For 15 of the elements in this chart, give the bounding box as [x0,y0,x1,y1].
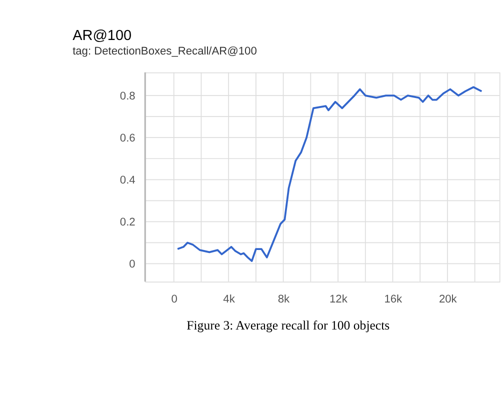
y-tick-label: 0.2 [120,216,136,229]
y-tick-label: 0.4 [120,174,136,186]
x-tick-label: 4k [223,294,236,306]
x-tick-label: 20k [438,294,458,306]
y-tick-label: 0.8 [120,90,136,102]
line-series [176,86,483,262]
caption: Figure 3: Average recall for 100 objects [186,318,390,332]
x-tick-label: 8k [278,294,290,306]
y-tick-label: 0 [129,258,136,271]
chart-title: AR@100 [72,28,132,44]
x-tick-label: 16k [384,294,403,306]
chart-subtitle: tag: DetectionBoxes_Recall/AR@100 [72,46,257,58]
y-tick-label: 0.6 [120,132,136,144]
x-tick-label: 12k [330,294,348,306]
x-tick-label: 0 [171,294,178,306]
